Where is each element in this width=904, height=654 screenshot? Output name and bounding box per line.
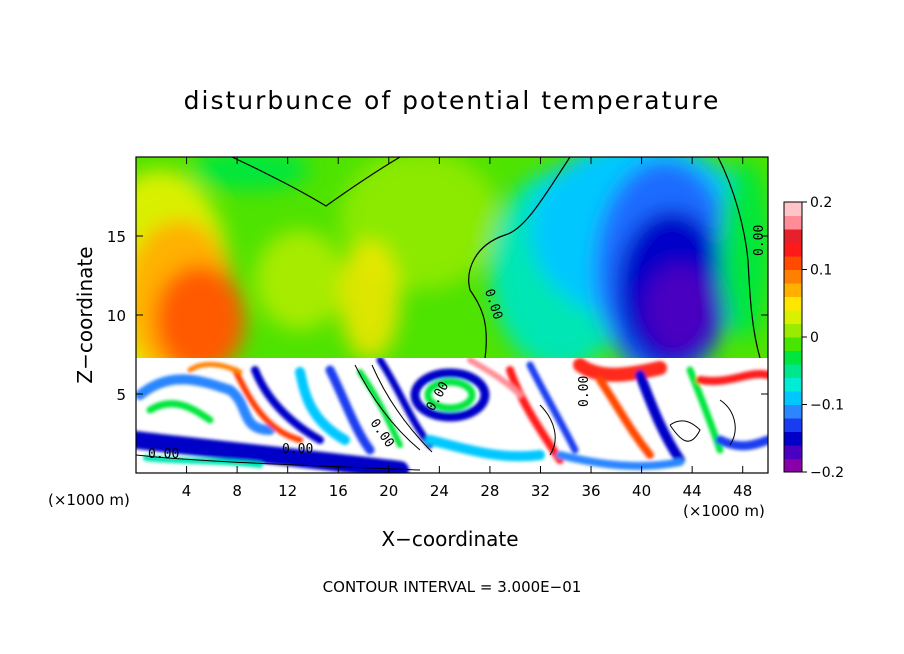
colorbar-swatch [784,296,802,311]
colorbar-swatch [784,256,802,270]
contour-label: 0.00 [752,225,767,256]
y-axis-ticks: 5 10 15 [107,228,768,404]
colorbar-swatch [784,350,802,365]
colorbar-swatch [784,202,802,216]
colorbar: 0.2 0.1 0 −0.1 −0.2 [783,195,844,481]
x-tick-label: 12 [278,482,297,500]
colorbar-swatch [784,445,802,459]
x-tick-label: 36 [581,482,600,500]
x-tick-label: 40 [632,482,651,500]
x-tick-label: 20 [379,482,398,500]
colorbar-swatch [784,269,802,284]
y-unit-label: (×1000 m) [48,491,130,509]
colorbar-swatch [784,431,802,446]
x-tick-label: 44 [683,482,702,500]
x-unit-label: (×1000 m) [683,502,765,520]
contour-label: 0.00 [282,442,313,457]
colorbar-swatch [784,323,802,338]
chart-title: disturbunce of potential temperature [183,86,721,115]
upper-field [136,157,768,358]
colorbar-tick-label: 0.2 [810,195,832,211]
contour-interval-note: CONTOUR INTERVAL = 3.000E−01 [322,578,582,596]
colorbar-tick-label: 0 [810,330,819,346]
y-tick-label: 5 [116,386,126,404]
colorbar-swatch [784,404,802,419]
colorbar-swatch [784,215,802,230]
colorbar-swatch [784,337,802,351]
y-axis-label: Z−coordinate [73,246,97,384]
colorbar-swatch [784,283,802,297]
colorbar-swatch [784,418,802,432]
x-tick-label: 24 [430,482,449,500]
x-tick-label: 4 [182,482,192,500]
x-tick-label: 32 [531,482,550,500]
x-tick-label: 48 [733,482,752,500]
lower-field [136,358,768,473]
y-tick-label: 10 [107,307,126,325]
x-axis-ticks: 4 8 12 16 20 24 28 32 36 40 44 48 [182,157,752,500]
y-tick-label: 15 [107,228,126,246]
contour-label: 0.00 [148,447,179,462]
colorbar-swatch [784,458,802,473]
colorbar-tick-label: −0.2 [810,465,844,481]
x-tick-label: 16 [329,482,348,500]
x-tick-label: 28 [480,482,499,500]
colorbar-swatch [784,229,802,243]
x-tick-label: 8 [232,482,242,500]
colorbar-swatch [784,377,802,392]
x-axis-label: X−coordinate [381,527,519,551]
colorbar-tick-label: 0.1 [810,263,832,279]
colorbar-swatch [784,310,802,324]
colorbar-swatch [784,391,802,405]
colorbar-swatch [784,242,802,257]
colorbar-swatch [784,364,802,378]
contour-label: 0.00 [577,376,592,407]
colorbar-tick-label: −0.1 [810,398,844,414]
